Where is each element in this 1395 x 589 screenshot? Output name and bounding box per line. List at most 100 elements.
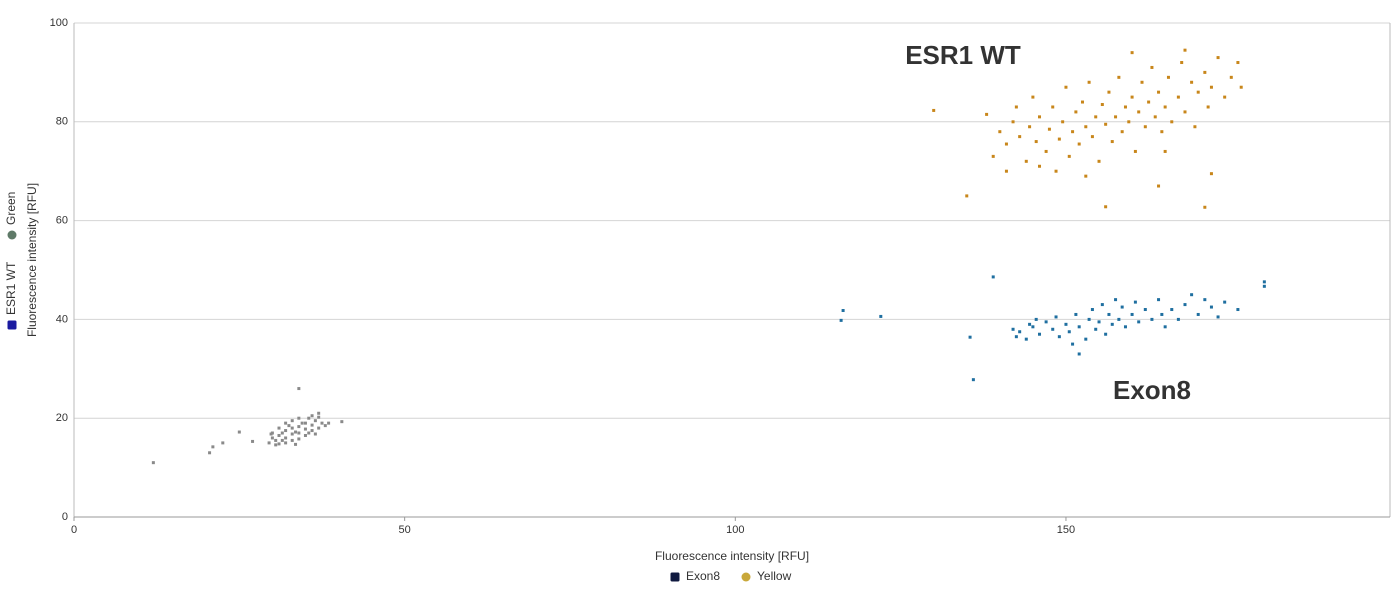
point	[1157, 90, 1161, 94]
y-tick-label: 20	[56, 412, 68, 424]
point	[1140, 80, 1144, 84]
point	[1216, 315, 1220, 319]
point	[1143, 308, 1147, 312]
point	[1057, 137, 1061, 141]
point	[1080, 100, 1084, 104]
point	[1104, 332, 1108, 336]
point	[208, 451, 212, 455]
point	[1087, 80, 1091, 84]
point	[991, 154, 995, 158]
point	[1014, 335, 1018, 339]
point	[1110, 322, 1114, 326]
point	[971, 378, 975, 382]
point	[290, 419, 294, 423]
point	[1090, 308, 1094, 312]
point	[277, 433, 281, 437]
point	[300, 421, 304, 425]
point	[1160, 312, 1164, 316]
point	[1067, 154, 1071, 158]
point	[1183, 48, 1187, 52]
point	[1262, 284, 1266, 288]
point	[1133, 300, 1137, 304]
x-tick-label: 150	[1057, 524, 1075, 536]
point	[1120, 130, 1124, 134]
point	[1074, 110, 1078, 114]
point	[1018, 135, 1022, 139]
point	[290, 426, 294, 430]
point	[1209, 172, 1213, 176]
point	[1153, 115, 1157, 119]
point	[310, 423, 314, 427]
y-tick-label: 0	[62, 511, 68, 523]
point	[1114, 298, 1118, 302]
point	[1051, 105, 1055, 109]
point	[1216, 56, 1220, 60]
y-tick-label: 60	[56, 215, 68, 227]
point	[237, 430, 241, 434]
point	[320, 421, 324, 425]
point	[313, 419, 317, 423]
point	[1038, 164, 1042, 168]
point	[1064, 322, 1068, 326]
point	[1163, 105, 1167, 109]
point	[1170, 308, 1174, 312]
point	[968, 335, 972, 339]
point	[1137, 110, 1141, 114]
point	[1107, 90, 1111, 94]
point	[1190, 80, 1194, 84]
point	[1011, 327, 1015, 331]
y-tick-label: 80	[56, 116, 68, 128]
point	[317, 411, 321, 415]
point	[294, 430, 298, 434]
point	[1117, 317, 1121, 321]
point	[1223, 300, 1227, 304]
point	[297, 416, 301, 420]
legend-marker	[670, 572, 680, 582]
point	[284, 421, 288, 425]
point	[1071, 130, 1075, 134]
point	[1239, 85, 1243, 89]
point	[1160, 130, 1164, 134]
legend-marker	[741, 572, 751, 582]
point	[290, 432, 294, 436]
point	[879, 314, 883, 318]
point	[1183, 303, 1187, 307]
point	[965, 194, 969, 198]
annotation: ESR1 WT	[905, 40, 1021, 70]
point	[1028, 322, 1032, 326]
point	[1024, 337, 1028, 341]
point	[1176, 95, 1180, 99]
point	[1166, 75, 1170, 79]
point	[1123, 105, 1127, 109]
point	[1004, 142, 1008, 146]
point	[932, 108, 936, 112]
point	[1097, 320, 1101, 324]
point	[1044, 320, 1048, 324]
point	[1183, 110, 1187, 114]
point	[1133, 149, 1137, 153]
point	[307, 431, 311, 435]
point	[1018, 330, 1022, 334]
point	[280, 431, 284, 435]
point	[1127, 120, 1131, 124]
point	[297, 425, 301, 429]
point	[1203, 70, 1207, 74]
point	[284, 436, 288, 440]
point	[303, 433, 307, 437]
point	[1180, 61, 1184, 65]
point	[211, 445, 215, 449]
point	[313, 432, 317, 436]
point	[1114, 115, 1118, 119]
point	[1077, 325, 1081, 329]
point	[1038, 115, 1042, 119]
point	[1061, 120, 1065, 124]
point	[1143, 125, 1147, 129]
point	[1084, 174, 1088, 178]
point	[1104, 205, 1108, 209]
point	[1100, 103, 1104, 107]
point	[1203, 205, 1207, 209]
point	[303, 427, 307, 431]
point	[307, 416, 311, 420]
point	[1038, 332, 1042, 336]
point	[310, 429, 314, 433]
